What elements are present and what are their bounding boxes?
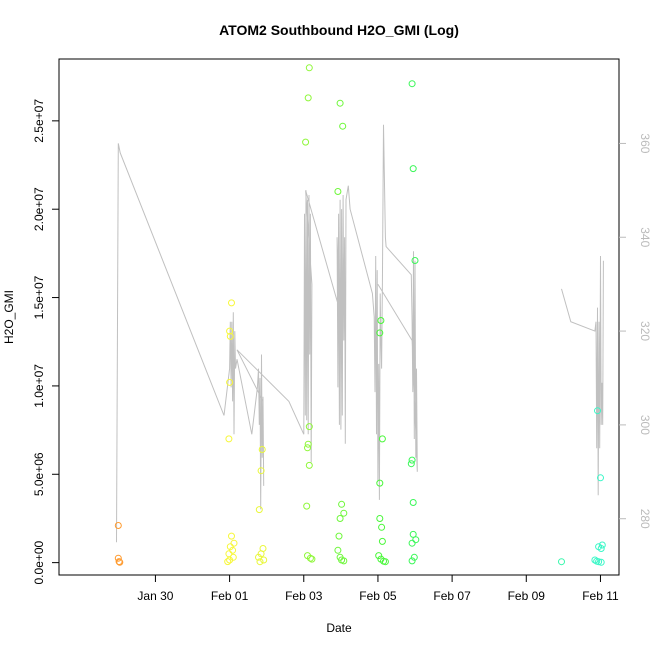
data-point <box>598 541 606 549</box>
data-point <box>255 506 263 514</box>
data-point <box>378 523 386 531</box>
y-tick-label: 1.5e+07 <box>32 275 46 319</box>
data-point <box>308 555 316 563</box>
data-point <box>375 552 383 560</box>
data-point <box>257 467 265 475</box>
data-point <box>381 558 389 566</box>
data-point <box>376 479 384 487</box>
x-tick-label: Jan 30 <box>137 589 173 603</box>
x-tick-label: Feb 01 <box>211 589 249 603</box>
data-point <box>408 539 416 547</box>
data-point <box>408 80 416 88</box>
data-point <box>304 440 312 448</box>
plot-frame <box>58 58 620 576</box>
x-tick-label: Feb 03 <box>285 589 323 603</box>
y2-tick-label: 340 <box>638 227 650 247</box>
data-point <box>377 317 385 324</box>
data-point <box>339 122 347 130</box>
data-point <box>224 558 232 566</box>
data-point <box>338 500 346 508</box>
data-point <box>336 99 344 107</box>
chart-title: ATOM2 Southbound H2O_GMI (Log) <box>219 22 459 38</box>
data-point <box>376 329 384 337</box>
y2-tick-label: 360 <box>638 133 650 153</box>
data-point <box>558 558 565 566</box>
x-axis: Jan 30 Feb 01 Feb 03 Feb 05 Feb 07 Feb 09 Feb … <box>137 575 619 603</box>
points-layer <box>114 64 606 566</box>
y-tick-label: 1.0e+07 <box>32 364 46 408</box>
data-point <box>305 461 313 469</box>
data-point <box>115 558 123 566</box>
data-point <box>597 558 605 566</box>
data-point <box>225 435 233 443</box>
data-point <box>378 537 386 545</box>
data-point <box>304 444 311 452</box>
data-point <box>412 536 420 544</box>
secondary-line-late <box>561 255 604 496</box>
y-axis: 0.0e+00 5.0e+06 1.0e+07 1.5e+07 2.0e+07 2.5e+… <box>32 99 59 584</box>
data-point <box>595 558 603 566</box>
data-point <box>304 94 312 102</box>
x-tick-label: Feb 05 <box>359 589 397 603</box>
line-layer <box>116 124 604 543</box>
y-tick-label: 2.5e+07 <box>32 99 46 143</box>
x-tick-label: Feb 07 <box>433 589 471 603</box>
y-tick-label: 2.0e+07 <box>32 187 46 231</box>
x-tick-label: Feb 11 <box>582 589 619 603</box>
data-point <box>114 522 122 529</box>
x-tick-label: Feb 09 <box>508 589 546 603</box>
data-point <box>256 558 264 566</box>
secondary-line-main <box>116 124 418 543</box>
data-point <box>409 165 417 173</box>
y-axis-label: H2O_GMI <box>2 290 16 344</box>
data-point <box>597 545 605 552</box>
data-point <box>228 299 235 307</box>
data-point <box>340 557 348 565</box>
y2-tick-label: 280 <box>638 509 650 529</box>
data-point <box>116 558 124 566</box>
data-point <box>229 546 237 554</box>
y-tick-label: 0.0e+00 <box>32 540 46 584</box>
data-point <box>226 556 234 564</box>
right-axis: 280 300 320 340 360 <box>619 133 650 529</box>
data-point <box>411 257 419 264</box>
data-point <box>340 509 348 517</box>
data-point <box>376 515 384 522</box>
data-point <box>302 138 310 146</box>
data-point <box>594 407 601 415</box>
data-point <box>303 502 311 510</box>
data-point <box>334 546 342 554</box>
data-point <box>410 553 418 561</box>
data-point <box>408 456 416 464</box>
data-point <box>228 532 235 540</box>
data-point <box>335 532 343 540</box>
data-point <box>407 460 415 468</box>
data-point <box>226 543 234 551</box>
y2-tick-label: 320 <box>638 321 650 341</box>
data-point <box>114 554 122 562</box>
data-point <box>305 64 313 72</box>
data-point <box>305 423 313 431</box>
data-point <box>591 556 599 564</box>
data-point <box>306 554 314 562</box>
data-point <box>408 557 416 565</box>
data-point <box>378 435 386 443</box>
data-point <box>409 499 417 506</box>
x-axis-label: Date <box>326 621 352 635</box>
data-point <box>226 378 234 386</box>
y2-tick-label: 300 <box>638 415 650 435</box>
data-point <box>226 327 234 335</box>
data-point <box>336 515 344 522</box>
data-point <box>226 332 234 340</box>
data-point <box>334 188 342 195</box>
data-point <box>260 556 268 564</box>
y-tick-label: 5.0e+06 <box>32 452 46 496</box>
data-point <box>230 539 238 547</box>
data-point <box>258 446 266 453</box>
data-point <box>597 474 604 482</box>
